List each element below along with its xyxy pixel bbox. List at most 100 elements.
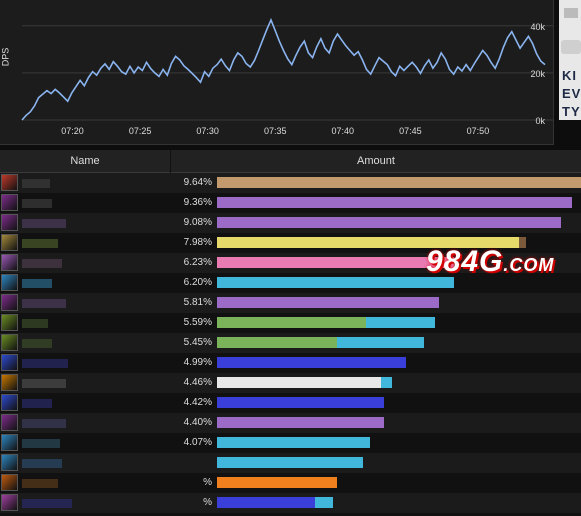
- damage-percent: 4.46%: [183, 377, 212, 388]
- paladin-icon: [1, 254, 18, 271]
- mage-icon: [1, 454, 18, 471]
- damage-percent: 4.40%: [183, 417, 212, 428]
- x-tick-label: 07:25: [129, 126, 152, 136]
- damage-percent: 4.07%: [183, 437, 212, 448]
- damage-bar: [217, 297, 439, 308]
- player-name-redacted: [22, 359, 68, 368]
- damage-bar: [217, 437, 370, 448]
- damage-percent: 5.45%: [183, 337, 212, 348]
- dps-chart-svg: 07:20 07:25 07:30 07:35 07:40 07:45 07:50 40k 2…: [21, 17, 553, 136]
- table-row[interactable]: [0, 453, 581, 473]
- player-name-redacted: [22, 419, 66, 428]
- damage-bar-secondary: [315, 497, 333, 508]
- damage-bar-secondary: [381, 377, 392, 388]
- player-name-redacted: [22, 179, 50, 188]
- damage-bar: [217, 217, 561, 228]
- damage-bar: [217, 477, 337, 488]
- player-name-redacted: [22, 399, 52, 408]
- dps-chart: 07:20 07:25 07:30 07:35 07:40 07:45 07:50 40k 2…: [0, 0, 554, 145]
- player-name-redacted: [22, 299, 66, 308]
- table-row[interactable]: 6.20%: [0, 273, 581, 293]
- shaman-icon: [1, 354, 18, 371]
- damage-bar: [217, 397, 384, 408]
- mage-icon: [1, 274, 18, 291]
- table-row[interactable]: 5.81%: [0, 293, 581, 313]
- table-row[interactable]: 4.07%: [0, 433, 581, 453]
- ad-text-line-1: KI: [562, 68, 577, 83]
- table-row[interactable]: 4.46%: [0, 373, 581, 393]
- dps-series-line: [21, 17, 546, 121]
- y-axis-label: DPS: [0, 47, 11, 67]
- y-tick-label: 40k: [530, 22, 545, 32]
- damage-bar: [217, 377, 381, 388]
- damage-percent: 9.64%: [183, 177, 212, 188]
- player-name-redacted: [22, 239, 58, 248]
- damage-table: Name Amount 9.64% 9.36% 9.08% 7.98% 6.23% 6.2…: [0, 150, 581, 516]
- player-name-redacted: [22, 219, 66, 228]
- table-row[interactable]: %: [0, 473, 581, 493]
- x-tick-label: 07:30: [196, 126, 219, 136]
- table-row[interactable]: 9.36%: [0, 193, 581, 213]
- column-header-amount[interactable]: Amount: [171, 150, 581, 173]
- table-row[interactable]: 7.98%: [0, 233, 581, 253]
- damage-bar: [217, 457, 363, 468]
- x-tick-label: 07:45: [399, 126, 422, 136]
- player-name-redacted: [22, 499, 72, 508]
- damage-bar: [217, 177, 581, 188]
- damage-percent: 6.23%: [183, 257, 212, 268]
- warrior-icon: [1, 174, 18, 191]
- column-header-name[interactable]: Name: [0, 150, 170, 173]
- warlock-icon: [1, 414, 18, 431]
- damage-bar-secondary: [519, 237, 526, 248]
- damage-percent: 5.81%: [183, 297, 212, 308]
- table-row[interactable]: 9.08%: [0, 213, 581, 233]
- damage-bar: [217, 257, 454, 268]
- damage-bar: [217, 317, 366, 328]
- y-axis-ticks: 40k 20k 0k: [530, 22, 545, 126]
- druid-icon: [1, 474, 18, 491]
- damage-bar: [217, 237, 519, 248]
- x-tick-label: 07:50: [467, 126, 490, 136]
- y-tick-label: 0k: [535, 116, 545, 126]
- warlock-icon: [1, 214, 18, 231]
- side-ad-panel[interactable]: KI EV TY: [559, 0, 581, 120]
- player-name-redacted: [22, 479, 58, 488]
- table-row[interactable]: 5.45%: [0, 333, 581, 353]
- table-row[interactable]: 9.64%: [0, 173, 581, 193]
- mage-icon: [1, 434, 18, 451]
- player-name-redacted: [22, 279, 52, 288]
- damage-percent: 5.59%: [183, 317, 212, 328]
- damage-percent: %: [203, 497, 212, 508]
- x-tick-label: 07:40: [332, 126, 355, 136]
- table-row[interactable]: 4.42%: [0, 393, 581, 413]
- damage-bar-secondary: [337, 337, 424, 348]
- ad-text-line-3: TY: [562, 104, 581, 119]
- damage-percent: %: [203, 477, 212, 488]
- player-name-redacted: [22, 339, 52, 348]
- x-tick-label: 07:35: [264, 126, 287, 136]
- x-axis-ticks: 07:20 07:25 07:30 07:35 07:40 07:45 07:50: [61, 126, 489, 136]
- priest-icon: [1, 374, 18, 391]
- damage-percent: 7.98%: [183, 237, 212, 248]
- warlock-icon: [1, 194, 18, 211]
- player-name-redacted: [22, 199, 52, 208]
- table-row[interactable]: 6.23%: [0, 253, 581, 273]
- table-row[interactable]: 4.40%: [0, 413, 581, 433]
- shaman-icon: [1, 394, 18, 411]
- hunter-icon: [1, 334, 18, 351]
- chart-grid: [22, 25, 553, 121]
- rogue-icon: [1, 234, 18, 251]
- damage-percent: 4.42%: [183, 397, 212, 408]
- table-row[interactable]: %: [0, 493, 581, 513]
- damage-percent: 6.20%: [183, 277, 212, 288]
- damage-percent: 4.99%: [183, 357, 212, 368]
- player-name-redacted: [22, 459, 62, 468]
- damage-bar: [217, 417, 384, 428]
- damage-bar: [217, 497, 315, 508]
- table-row[interactable]: 4.99%: [0, 353, 581, 373]
- x-tick-label: 07:20: [61, 126, 84, 136]
- damage-percent: 9.36%: [183, 197, 212, 208]
- y-tick-label: 20k: [530, 69, 545, 79]
- player-name-redacted: [22, 439, 60, 448]
- table-row[interactable]: 5.59%: [0, 313, 581, 333]
